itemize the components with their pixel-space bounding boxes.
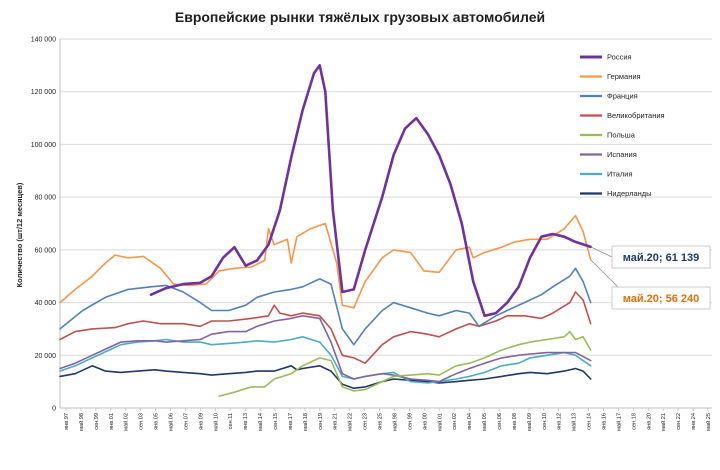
y-tick-label: 140 000: [31, 37, 56, 44]
x-tick-label: сен.07: [183, 413, 189, 430]
x-tick-label: май.13: [571, 413, 578, 431]
x-tick-label: сен.22: [676, 413, 682, 430]
y-tick-label: 120 000: [31, 89, 56, 96]
x-tick-label: янв.97: [64, 413, 70, 430]
y-tick-label: 40 000: [35, 300, 57, 307]
x-tick-label: янв.13: [243, 413, 249, 430]
series-line-2: [59, 214, 592, 309]
x-tick-label: май.02: [123, 413, 130, 431]
chart-title: Европейские рынки тяжёлых грузовых автом…: [175, 9, 545, 25]
series-line-8: [59, 365, 592, 389]
series-lines: [59, 64, 592, 397]
x-tick-label: май.06: [168, 413, 175, 431]
x-tick-label: янв.25: [378, 413, 384, 430]
x-tick-label: янв.05: [154, 413, 160, 430]
x-tick-label: янв.17: [288, 413, 294, 430]
x-tick-label: май.22: [347, 413, 354, 431]
x-tick-label: сен.02: [452, 413, 458, 430]
x-tick-label: сен.11: [228, 413, 234, 429]
x-tick-label: сен.99: [407, 413, 413, 430]
series-line-1: [149, 64, 592, 318]
legend-label: Польша: [607, 131, 636, 140]
x-tick-label: янв.16: [601, 413, 607, 430]
x-tick-label: май.18: [302, 413, 309, 431]
series-line-4: [59, 291, 592, 364]
series-line-6: [59, 315, 592, 383]
annotation-label: май.20; 56 240: [623, 293, 700, 305]
legend-label: Италия: [607, 170, 633, 179]
y-tick-label: 20 000: [35, 353, 57, 360]
y-tick-label: 0: [52, 406, 56, 413]
legend-label: Франция: [607, 92, 638, 101]
x-tick-label: май.25: [705, 413, 712, 431]
x-tick-label: сен.23: [363, 413, 369, 430]
x-tick-label: май.98: [391, 413, 398, 431]
x-tick-label: сен.03: [139, 413, 145, 430]
legend-label: Испания: [607, 150, 637, 159]
x-tick-label: сен.10: [542, 413, 548, 430]
x-tick-label: янв.04: [467, 413, 473, 430]
x-tick-label: янв.09: [198, 413, 204, 430]
x-tick-label: янв.21: [333, 413, 339, 430]
legend-label: Нидерланды: [607, 189, 652, 198]
y-tick-label: 100 000: [31, 142, 56, 149]
legend-label: Германия: [607, 72, 641, 81]
legend: Россия Германия Франция Великобритания Польш…: [580, 53, 665, 198]
annotations: май.20; 61 139 май.20; 56 240: [590, 245, 711, 310]
gridlines: [59, 38, 712, 409]
x-tick-label: сен.14: [587, 413, 593, 430]
y-tick-label: 80 000: [35, 195, 57, 202]
x-axis: янв.97 май.98 сен.99 янв.01 май.02 сен.03 янв.…: [64, 408, 712, 431]
x-tick-label: янв.20: [646, 413, 652, 430]
annotation-box: [611, 286, 711, 310]
x-tick-label: май.21: [660, 413, 667, 431]
x-tick-label: сен.18: [631, 413, 637, 430]
y-axis-label: Количество (шт/12 месяцев): [15, 182, 24, 287]
annotation-leader: [590, 259, 619, 288]
annotation-box: [611, 245, 711, 269]
x-tick-label: янв.12: [557, 413, 563, 430]
annotation-label: май.20; 61 139: [623, 252, 700, 264]
y-axis: 0 20 000 40 000 60 000 80 000 100 000 120 000 1…: [31, 37, 56, 413]
x-tick-label: янв.00: [422, 413, 428, 430]
legend-label: Россия: [607, 53, 632, 62]
legend-label: Великобритания: [607, 111, 665, 120]
x-tick-label: сен.19: [318, 413, 324, 430]
x-tick-label: янв.24: [691, 413, 697, 430]
annotation-leader: [590, 246, 613, 258]
x-tick-label: май.01: [436, 413, 443, 431]
x-tick-label: янв.01: [109, 413, 115, 430]
series-line-3: [59, 267, 592, 346]
x-tick-label: май.17: [615, 413, 622, 431]
x-tick-label: май.14: [257, 413, 264, 431]
series-line-5: [218, 330, 592, 397]
y-tick-label: 60 000: [35, 247, 57, 254]
x-tick-label: сен.06: [497, 413, 503, 430]
x-tick-label: сен.99: [94, 413, 100, 430]
x-tick-label: сен.15: [273, 413, 279, 430]
x-tick-label: май.10: [212, 413, 219, 431]
x-tick-label: май.09: [526, 413, 533, 431]
x-tick-label: май.98: [78, 413, 85, 431]
x-tick-label: май.05: [481, 413, 488, 431]
x-tick-label: янв.08: [512, 413, 518, 430]
